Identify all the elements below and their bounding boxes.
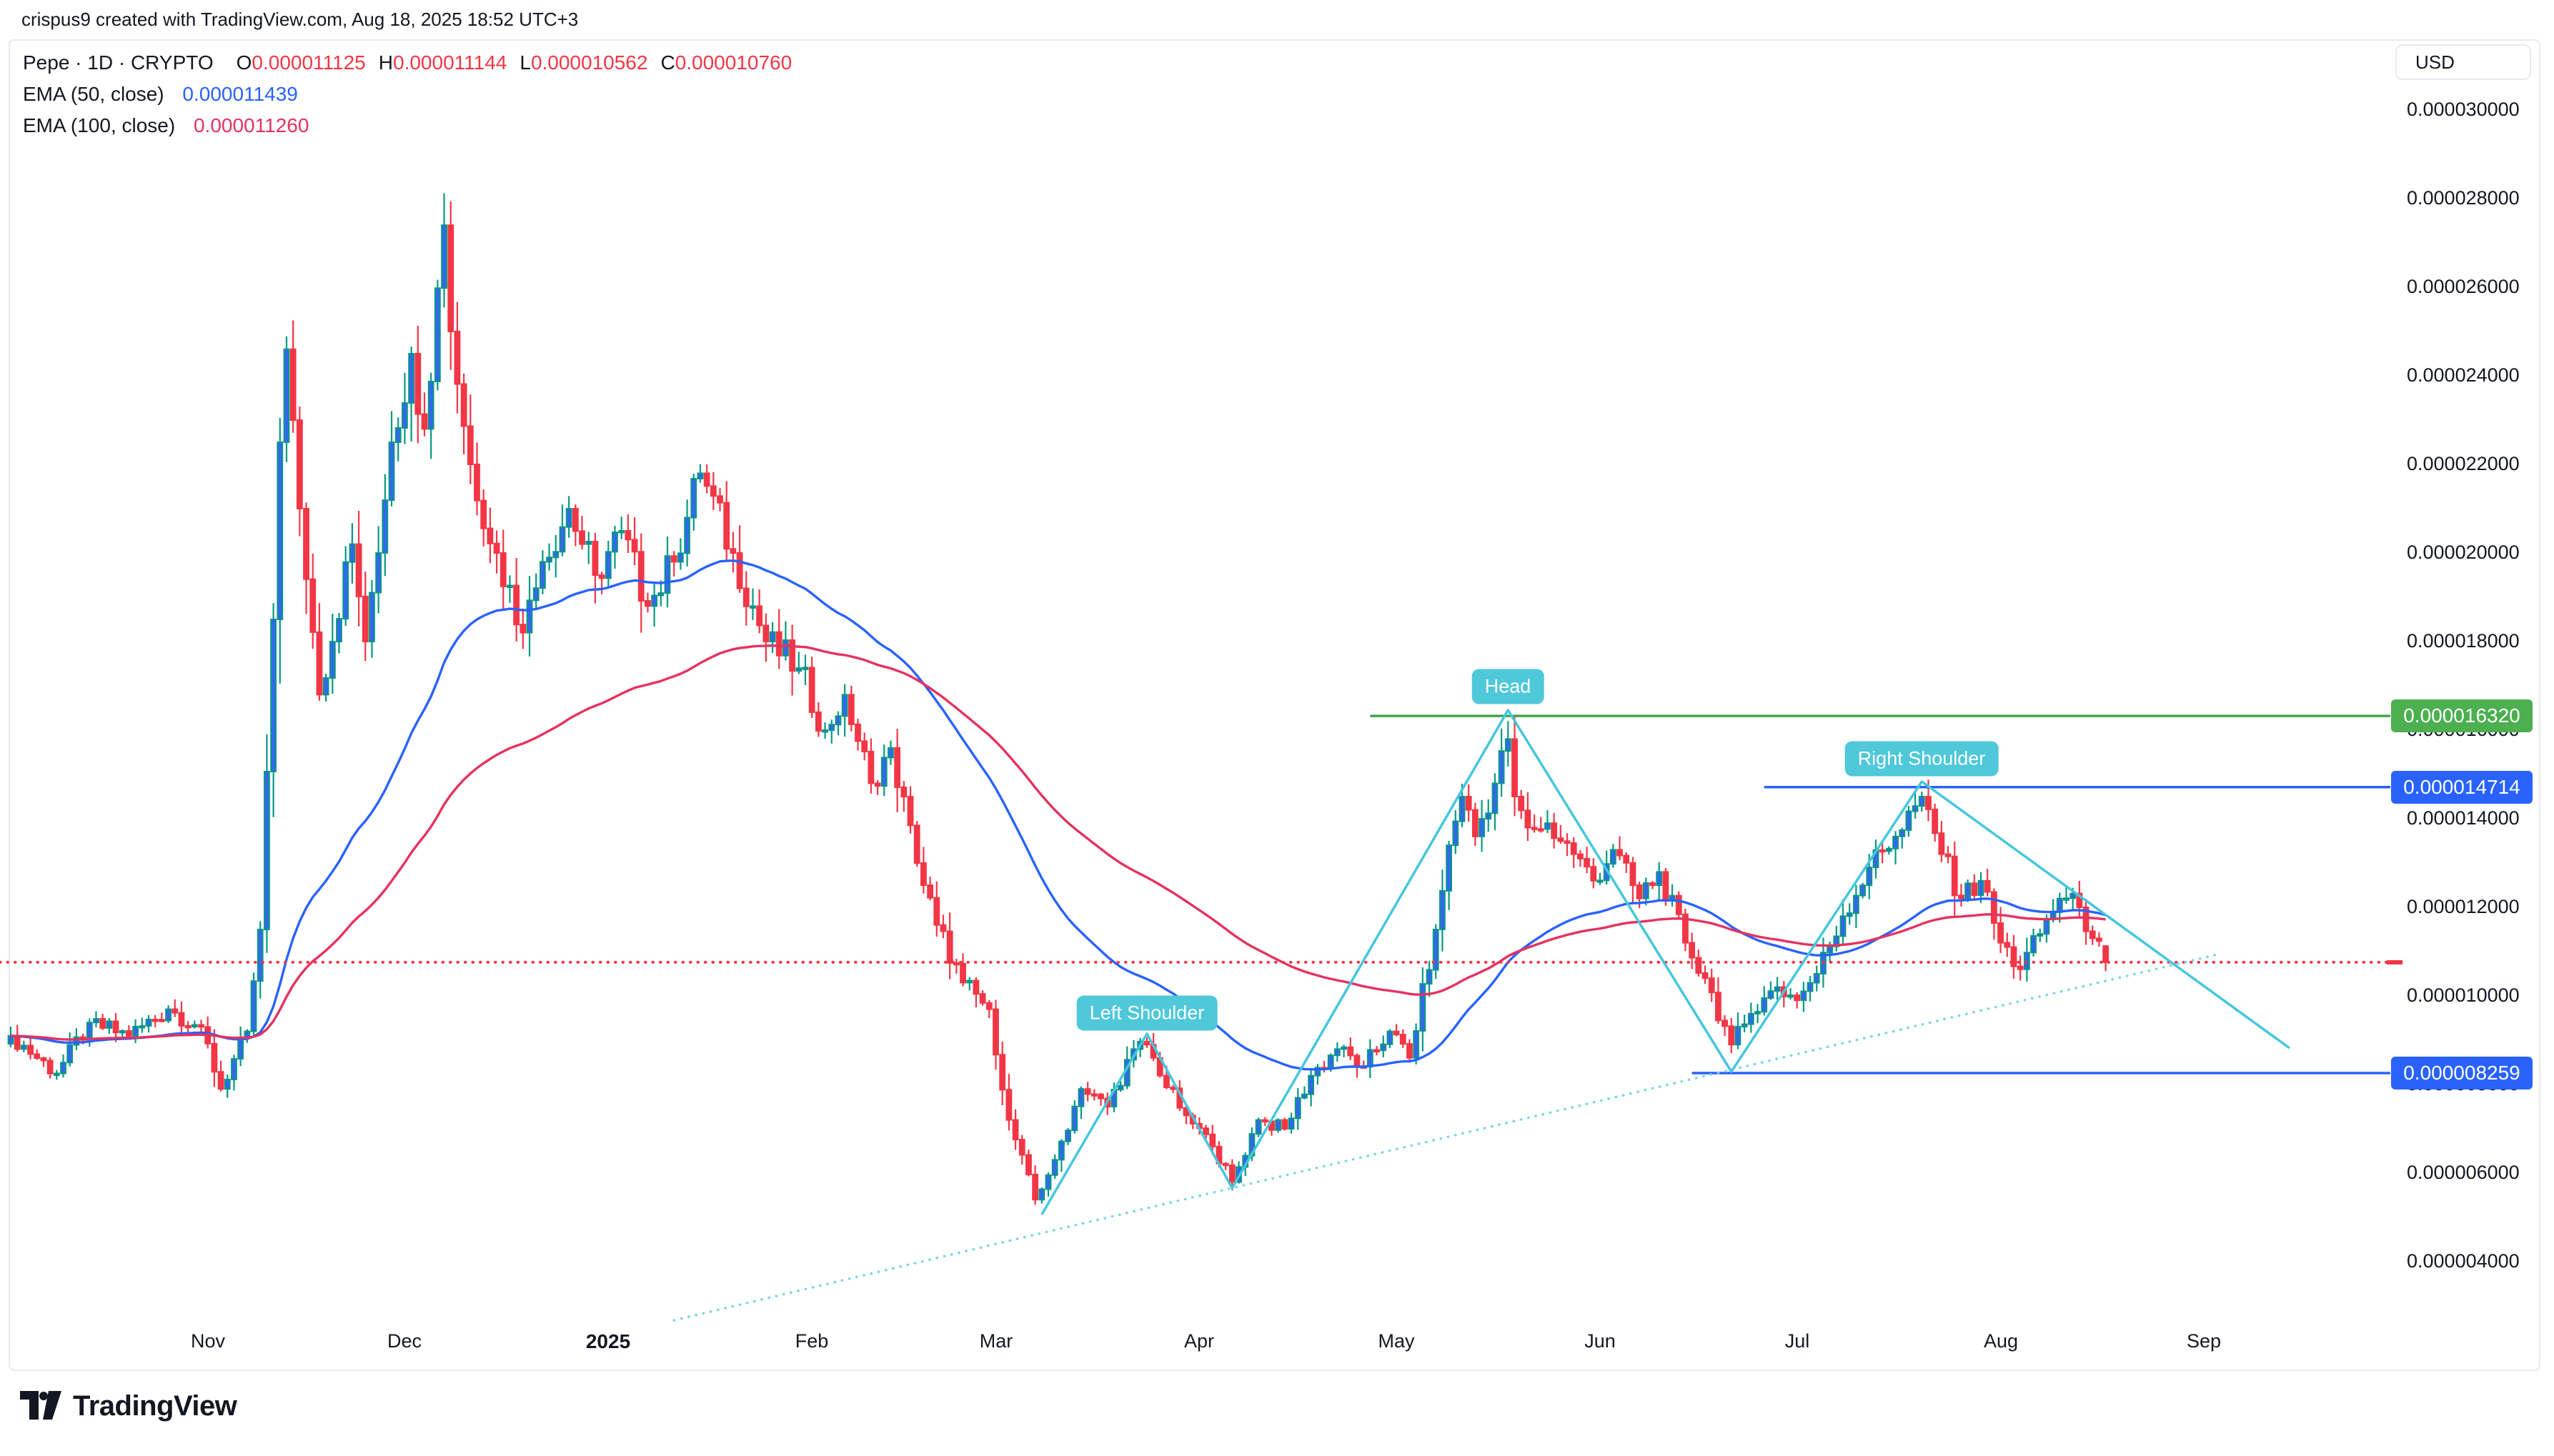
- time-tick-Feb: Feb: [795, 1330, 829, 1352]
- time-tick-May: May: [1378, 1330, 1415, 1352]
- price-tick-label: 0.000026000: [2407, 276, 2520, 297]
- price-tick-label: 0.000024000: [2407, 364, 2520, 386]
- pattern-badge-left-shoulder[interactable]: Left Shoulder: [1076, 995, 1218, 1031]
- attribution-text: crispus9 created with TradingView.com, A…: [21, 9, 579, 30]
- legend-ohlc-l: L0.000010562: [520, 51, 648, 74]
- price-tick-label: 0.000006000: [2407, 1162, 2520, 1183]
- ema100-label: EMA (100, close): [23, 114, 176, 136]
- legend-ohlc-h: H0.000011144: [378, 51, 507, 74]
- symbol-title: Pepe · 1D · CRYPTO: [23, 51, 214, 74]
- price-tick-label: 0.000020000: [2407, 542, 2520, 563]
- ema50-value: 0.000011439: [182, 83, 298, 105]
- legend-ohlc-o: O0.000011125: [236, 51, 366, 74]
- price-tick-label: 0.000018000: [2407, 630, 2520, 652]
- time-tick-Mar: Mar: [979, 1330, 1013, 1352]
- time-tick-Jun: Jun: [1584, 1330, 1616, 1352]
- price-level-badge: 0.000008259: [2391, 1057, 2533, 1089]
- pattern-badge-head[interactable]: Head: [1471, 669, 1544, 704]
- ema100-value: 0.000011260: [193, 114, 309, 136]
- price-tick-label: 0.000012000: [2407, 896, 2520, 917]
- price-tick-label: 0.000014000: [2407, 807, 2520, 829]
- time-tick-Sep: Sep: [2186, 1330, 2222, 1352]
- time-tick-Jul: Jul: [1784, 1330, 1810, 1352]
- price-tick-label: 0.000030000: [2407, 99, 2520, 120]
- price-level-badge: 0.000016320: [2391, 699, 2533, 732]
- legend-ema50-row[interactable]: EMA (50, close) 0.000011439: [23, 79, 792, 110]
- pattern-badge-right-shoulder[interactable]: Right Shoulder: [1844, 741, 1999, 777]
- price-level-badge: 0.000014714: [2391, 771, 2533, 804]
- time-tick-Nov: Nov: [190, 1330, 226, 1352]
- legend-ema100-row[interactable]: EMA (100, close) 0.000011260: [23, 110, 792, 141]
- time-tick-Aug: Aug: [1983, 1330, 2019, 1352]
- tradingview-brand-text: TradingView: [73, 1390, 237, 1422]
- price-tick-label: 0.000004000: [2407, 1250, 2520, 1272]
- time-tick-Dec: Dec: [387, 1330, 422, 1352]
- legend-ohlc-c: C0.000010760: [660, 51, 792, 74]
- price-tick-label: 0.000022000: [2407, 453, 2520, 474]
- chart-widget-frame: [9, 39, 2540, 1371]
- chart-legend: Pepe · 1D · CRYPTO O0.000011125 H0.0000111…: [23, 47, 792, 141]
- close-price-tick: [2387, 960, 2403, 964]
- currency-toggle[interactable]: USD: [2395, 44, 2531, 80]
- price-tick-label: 0.000028000: [2407, 187, 2520, 209]
- tradingview-logo-icon: [20, 1390, 61, 1420]
- legend-symbol-row[interactable]: Pepe · 1D · CRYPTO O0.000011125 H0.0000111…: [23, 47, 792, 79]
- ema50-label: EMA (50, close): [23, 83, 164, 105]
- tradingview-footer[interactable]: TradingView: [20, 1390, 237, 1422]
- time-tick-Apr: Apr: [1183, 1330, 1215, 1352]
- time-tick-2025: 2025: [585, 1330, 631, 1352]
- price-tick-label: 0.000010000: [2407, 984, 2520, 1006]
